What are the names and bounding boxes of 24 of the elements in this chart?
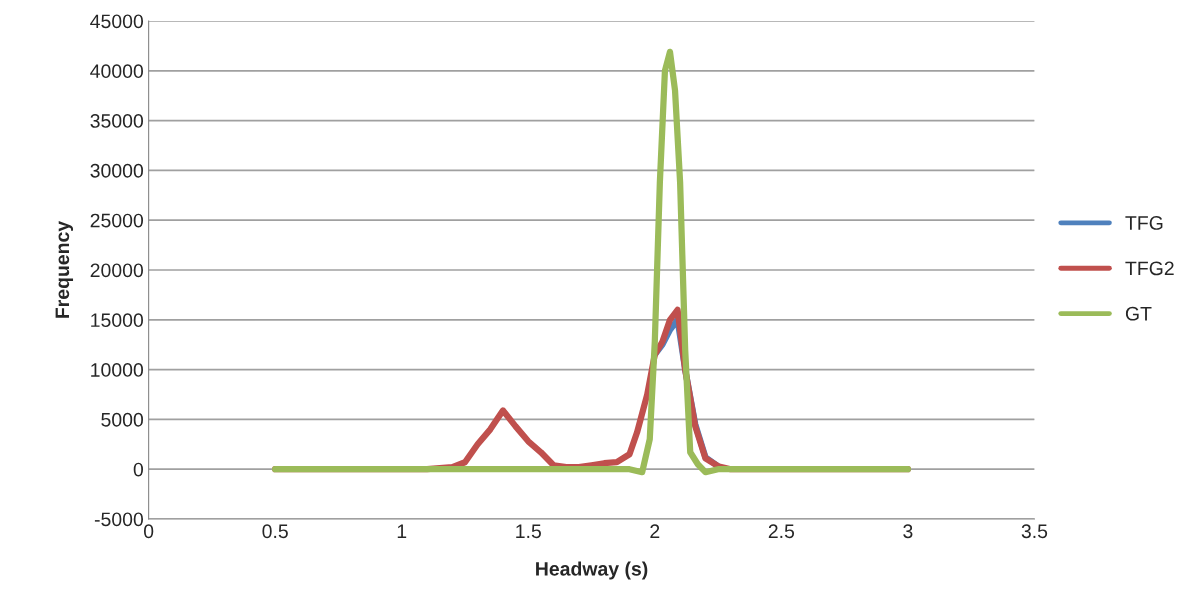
y-tick-label: 30000	[90, 163, 144, 178]
y-tick-label: 35000	[90, 114, 144, 128]
legend-label: TFG2	[1125, 261, 1174, 276]
y-tick-label: 25000	[90, 213, 144, 228]
x-tick-label: 0.5	[262, 524, 288, 539]
x-tick-label: 0	[143, 524, 154, 539]
x-axis-title: Headway (s)	[536, 561, 648, 580]
y-axis-title: Frequency	[55, 220, 74, 318]
x-tick-label: 1	[397, 524, 407, 538]
x-tick-label: 1.5	[516, 524, 541, 539]
x-tick-label: 2.5	[768, 524, 795, 539]
y-tick-label: 15000	[91, 313, 144, 328]
y-tick-label: 45000	[90, 14, 144, 29]
y-tick-label: 40000	[90, 64, 144, 79]
y-tick-label: 0	[133, 462, 143, 477]
y-tick-label: 10000	[91, 363, 144, 377]
legend-label: TFG	[1125, 216, 1163, 230]
x-tick-label: 3.5	[1021, 524, 1048, 539]
legend-label: GT	[1125, 306, 1152, 321]
y-tick-label: 5000	[101, 412, 144, 427]
y-tick-label: 20000	[90, 263, 144, 278]
y-tick-label: -5000	[94, 512, 144, 527]
x-tick-label: 2	[650, 524, 660, 538]
x-tick-label: 3	[903, 524, 913, 539]
